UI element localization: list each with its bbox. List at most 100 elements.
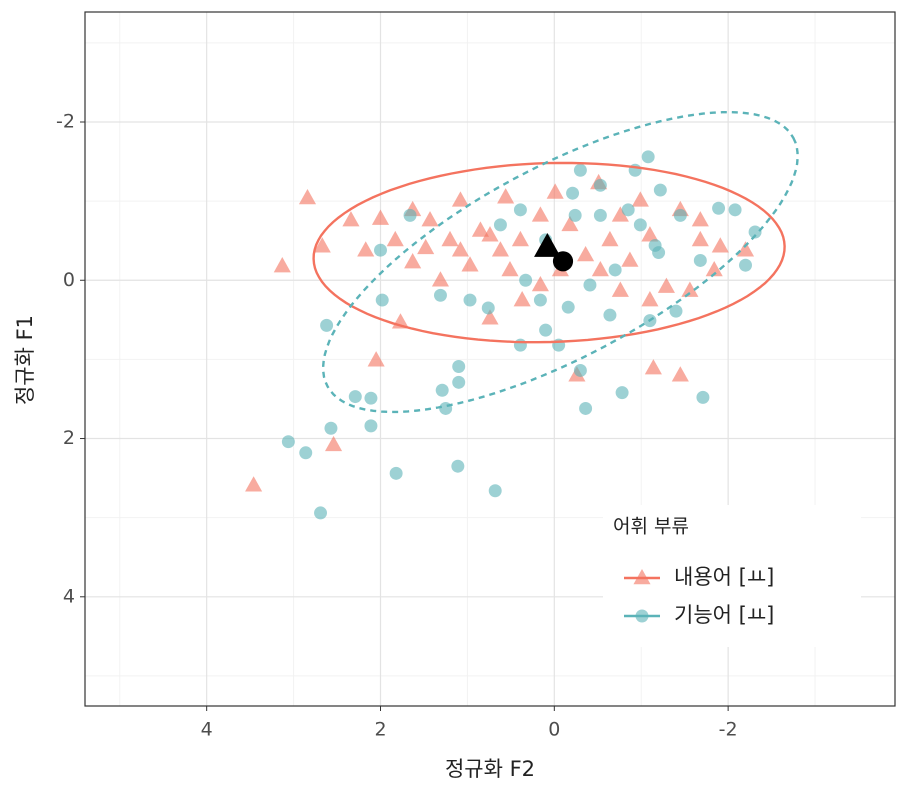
data-point <box>728 203 742 217</box>
data-point <box>404 253 422 269</box>
y-tick-label: 4 <box>63 585 75 607</box>
mean-point <box>534 233 561 257</box>
panel-border <box>84 11 896 707</box>
legend-key-marker <box>635 609 649 623</box>
data-point <box>403 208 417 222</box>
x-tick-label: -2 <box>719 719 738 741</box>
data-point <box>608 263 622 277</box>
y-tick-label: 2 <box>63 427 75 449</box>
data-point <box>491 241 509 257</box>
data-point <box>603 308 617 322</box>
data-point <box>579 401 593 415</box>
data-point <box>748 225 762 239</box>
y-tick-label: 0 <box>63 269 75 291</box>
data-point <box>601 230 619 247</box>
data-point <box>671 366 689 382</box>
data-point <box>531 276 549 292</box>
data-point <box>531 206 549 222</box>
confidence-ellipse <box>321 111 799 414</box>
data-point <box>621 251 639 267</box>
data-point <box>342 211 360 227</box>
data-point <box>481 226 499 242</box>
y-tick-label: -2 <box>56 110 75 132</box>
data-point <box>493 218 507 232</box>
data-point <box>611 206 629 222</box>
data-point <box>357 241 375 257</box>
legend-key-marker <box>633 569 651 585</box>
data-point <box>561 300 575 314</box>
data-point <box>371 209 390 225</box>
data-point <box>348 390 362 404</box>
data-point <box>533 293 547 307</box>
data-point <box>513 338 527 352</box>
data-point <box>641 226 659 242</box>
x-tick-label: 2 <box>374 719 386 741</box>
data-point <box>471 221 489 237</box>
data-point <box>513 291 531 307</box>
data-point <box>641 150 655 164</box>
data-point <box>681 281 699 297</box>
legend-label: 내용어 [ㅛ] <box>674 565 774 589</box>
confidence-ellipse <box>312 161 786 344</box>
data-point <box>435 383 449 397</box>
data-point <box>417 238 435 255</box>
data-point <box>736 241 755 257</box>
data-point <box>711 237 729 253</box>
data-point <box>273 257 291 273</box>
mean-point <box>552 251 574 272</box>
data-point <box>513 203 527 217</box>
plot-area <box>245 111 799 520</box>
data-point <box>481 309 499 325</box>
data-point <box>298 188 317 205</box>
legend-title: 어휘 부류 <box>613 516 689 538</box>
data-point <box>593 178 607 192</box>
data-point <box>320 318 334 332</box>
data-point <box>374 243 387 257</box>
data-point <box>691 230 709 247</box>
data-point <box>566 186 580 200</box>
data-point <box>389 466 403 480</box>
data-point <box>615 386 629 400</box>
data-point <box>669 304 683 318</box>
data-point <box>511 230 529 247</box>
data-point <box>386 230 404 247</box>
data-point <box>652 246 666 260</box>
data-point <box>451 241 470 257</box>
x-tick-label: 4 <box>201 719 213 741</box>
data-point <box>324 421 338 435</box>
data-point <box>611 281 629 297</box>
data-point <box>573 163 587 177</box>
data-point <box>367 351 385 367</box>
x-tick-label: 0 <box>548 719 560 741</box>
data-point <box>657 277 675 293</box>
data-point <box>497 188 515 204</box>
data-point <box>299 446 313 460</box>
data-point <box>501 260 519 277</box>
data-point <box>621 203 635 217</box>
data-point <box>488 484 502 498</box>
data-point <box>463 293 477 307</box>
data-point <box>481 301 495 315</box>
data-point <box>441 230 459 247</box>
data-point <box>593 208 607 222</box>
y-axis-label: 정규화 F1 <box>13 315 37 405</box>
data-point <box>568 208 582 222</box>
legend-box <box>603 505 861 647</box>
data-point <box>546 183 564 199</box>
data-point <box>644 359 662 375</box>
data-point <box>313 237 331 253</box>
data-point <box>375 293 389 307</box>
data-point <box>519 273 533 287</box>
data-point <box>693 253 707 267</box>
data-point <box>591 260 609 277</box>
data-point <box>452 375 466 389</box>
data-point <box>577 245 595 262</box>
data-point <box>691 211 709 227</box>
legend: 어휘 부류 내용어 [ㅛ] 기능어 [ㅛ] <box>603 505 861 647</box>
data-point <box>433 288 447 302</box>
data-point <box>673 208 687 222</box>
data-point <box>421 211 439 227</box>
data-point <box>561 215 579 232</box>
data-point <box>431 271 450 287</box>
